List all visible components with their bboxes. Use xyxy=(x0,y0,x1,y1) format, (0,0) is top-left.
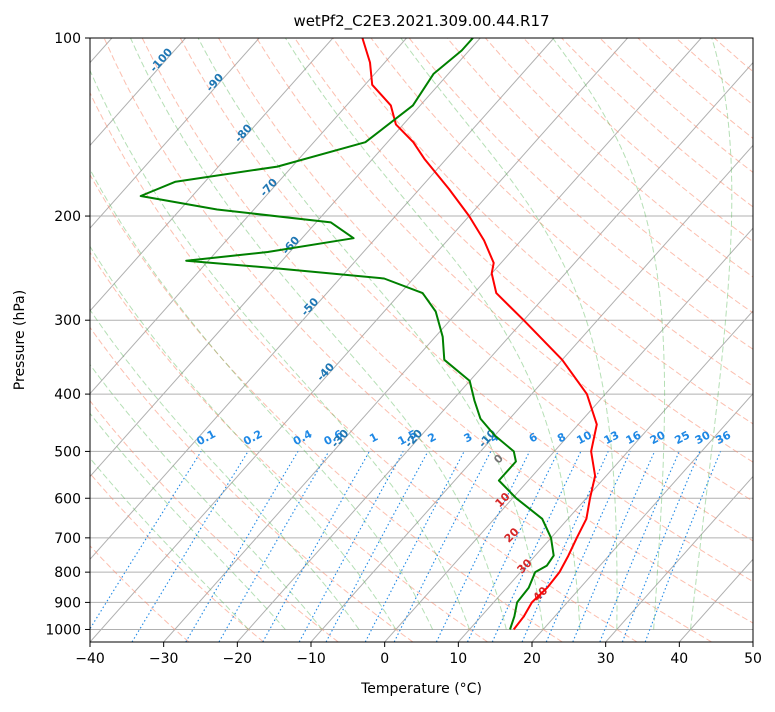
x-tick-label: −20 xyxy=(223,651,253,667)
chart-title: wetPf2_C2E3.2021.309.00.44.R17 xyxy=(293,12,549,31)
y-tick-label: 600 xyxy=(54,491,81,507)
x-axis-label: Temperature (°C) xyxy=(360,681,482,697)
x-tick-label: −30 xyxy=(149,651,179,667)
y-tick-label: 300 xyxy=(54,313,81,329)
y-tick-label: 400 xyxy=(54,387,81,403)
x-tick-label: −10 xyxy=(296,651,326,667)
x-tick-label: 20 xyxy=(523,651,541,667)
x-tick-label: 50 xyxy=(744,651,762,667)
x-tick-label: 30 xyxy=(597,651,615,667)
x-tick-label: 0 xyxy=(380,651,389,667)
x-tick-label: 40 xyxy=(670,651,688,667)
y-tick-label: 700 xyxy=(54,531,81,547)
y-tick-label: 100 xyxy=(54,31,81,47)
y-axis-label: Pressure (hPa) xyxy=(12,290,28,390)
y-tick-label: 500 xyxy=(54,444,81,460)
y-tick-label: 800 xyxy=(54,565,81,581)
y-tick-label: 200 xyxy=(54,209,81,225)
y-tick-label: 1000 xyxy=(45,623,81,639)
y-tick-label: 900 xyxy=(54,595,81,611)
x-tick-label: −40 xyxy=(75,651,105,667)
x-tick-label: 10 xyxy=(449,651,467,667)
